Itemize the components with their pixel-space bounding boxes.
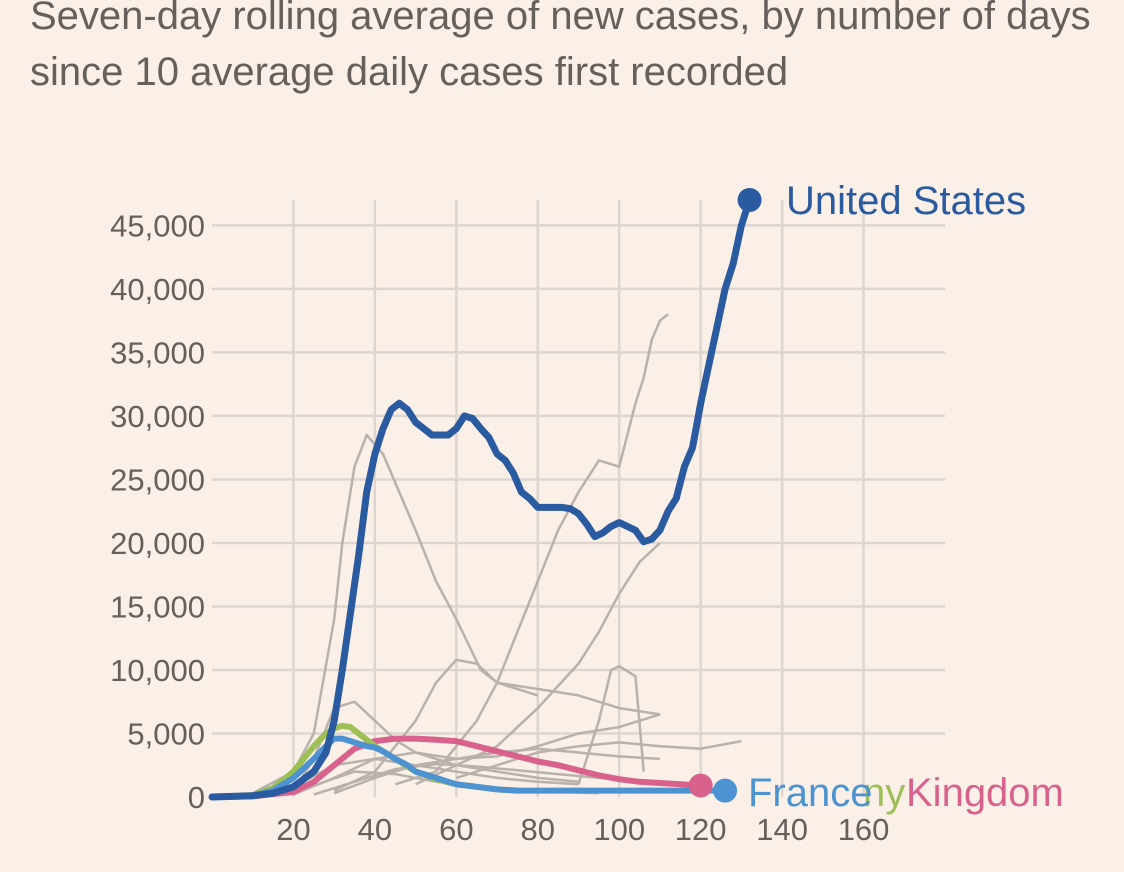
y-tick-label: 40,000	[110, 272, 205, 307]
x-tick-label: 40	[358, 812, 392, 847]
united-states-label: United States	[786, 179, 1026, 223]
y-tick-label: 0	[188, 780, 205, 815]
x-tick-label: 100	[593, 812, 645, 847]
background-series-line	[313, 762, 640, 796]
france-line	[209, 735, 729, 800]
highlighted-country-lines	[208, 196, 753, 801]
y-tick-label: 30,000	[110, 399, 205, 434]
x-tick-label: 60	[439, 812, 473, 847]
y-tick-label: 25,000	[110, 462, 205, 497]
united-kingdom-line	[209, 735, 704, 800]
x-axis-ticks: 20 40 60 80 100 120 140 160	[276, 812, 889, 847]
x-tick-label: 80	[521, 812, 555, 847]
france-label: France	[748, 771, 873, 815]
background-series-line	[577, 664, 645, 785]
y-axis-ticks: 0 5,000 10,000 15,000 20,000 25,000 30,000 35,0…	[110, 208, 205, 815]
x-tick-label: 120	[675, 812, 727, 847]
united-kingdom-label: Kingdom	[906, 771, 1064, 815]
x-tick-label: 20	[276, 812, 310, 847]
x-tick-label: 160	[838, 812, 890, 847]
france-end-marker	[713, 778, 738, 803]
y-tick-label: 5,000	[127, 716, 205, 751]
x-gridlines	[292, 200, 865, 797]
y-tick-label: 15,000	[110, 589, 205, 624]
united-states-end-marker	[737, 188, 762, 212]
y-tick-label: 20,000	[110, 526, 205, 561]
y-tick-label: 45,000	[110, 208, 205, 243]
united-states-line	[208, 196, 753, 801]
chart-title: Seven-day rolling average of new cases, …	[30, 0, 1091, 94]
background-series-line	[211, 433, 539, 799]
y-tick-label: 10,000	[110, 653, 205, 688]
background-country-lines	[211, 313, 742, 799]
background-series-line	[292, 713, 661, 796]
y-gridlines	[212, 224, 945, 735]
united-kingdom-end-marker	[688, 773, 713, 798]
x-tick-label: 140	[756, 812, 808, 847]
y-tick-label: 35,000	[110, 335, 205, 370]
germany-label: ny	[863, 771, 905, 815]
background-series-line	[455, 739, 742, 780]
